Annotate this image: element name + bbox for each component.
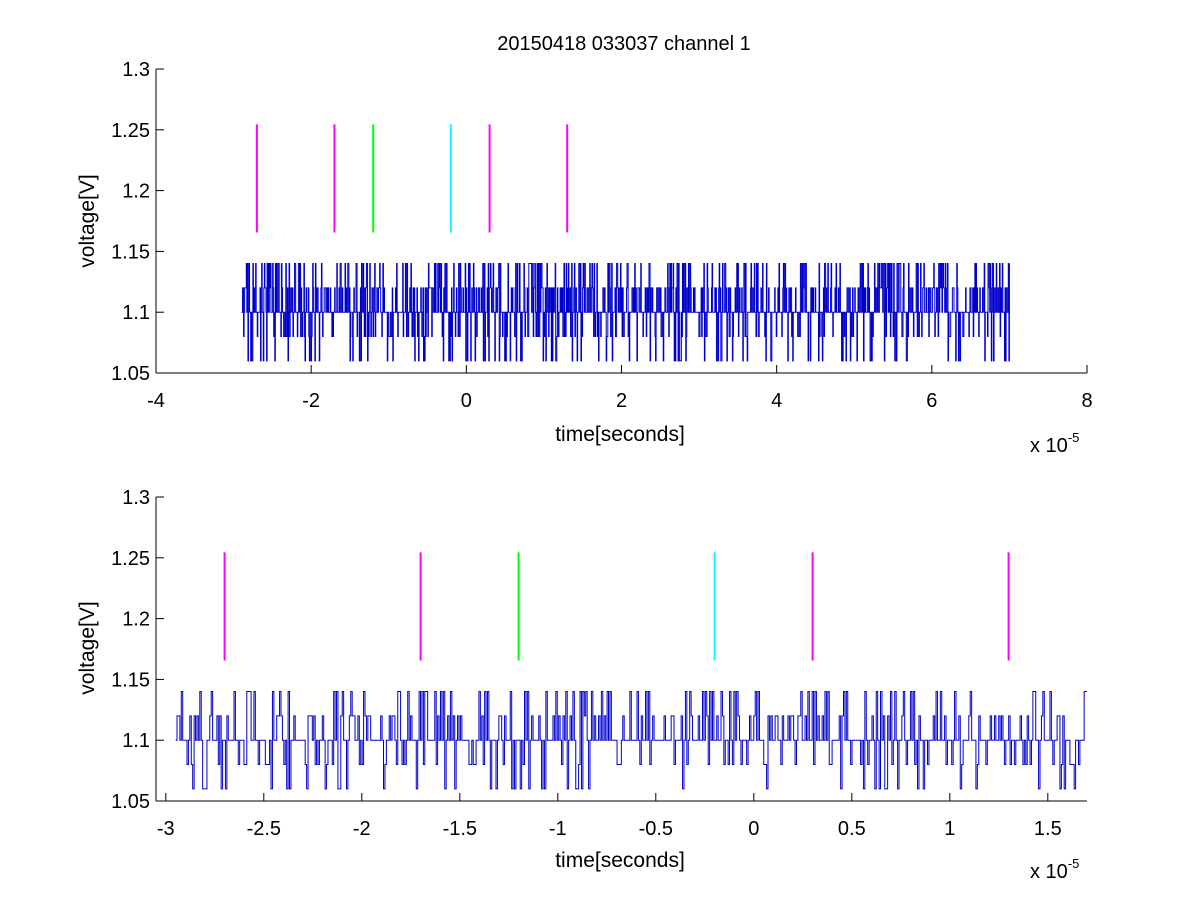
top-x-tick-label: 2 [616,390,627,412]
bottom-x-tick-label: 0.5 [838,818,866,840]
top-y-tick-label: 1.2 [122,181,150,203]
top-x-tick-label: 6 [926,390,937,412]
top-x-tick-label: 0 [461,390,472,412]
bottom-voltage-trace [175,691,1087,790]
bottom-event-markers [223,552,1010,661]
top-y-tick-label: 1.3 [122,59,150,81]
top-y-axis-label: voltage[V] [76,174,99,267]
top-y-tick-label: 1.15 [111,241,150,263]
bottom-x-axis-label: time[seconds] [555,849,685,872]
bottom-x-tick-label: -2 [353,818,371,840]
top-y-tick-label: 1.05 [111,363,150,385]
bottom-y-tick-label: 1.25 [111,548,150,570]
bottom-y-tick-label: 1.2 [122,609,150,631]
figure-title: 20150418 033037 channel 1 [497,33,751,55]
top-y-tick-label: 1.25 [111,120,150,142]
top-ticks: 1.05 1.1 1.15 1.2 1.25 1.3 -4 -2 0 2 4 6 8 [111,59,1093,412]
bottom-x-tick-label: 1.5 [1034,818,1062,840]
bottom-y-tick-label: 1.15 [111,669,150,691]
top-axes [155,69,1087,374]
top-x-multiplier: x 10-5 [1030,430,1079,457]
bottom-axes [155,497,1087,802]
bottom-x-tick-label: -0.5 [639,818,673,840]
top-voltage-trace [241,263,1010,362]
bottom-x-tick-label: -3 [157,818,175,840]
bottom-x-multiplier: x 10-5 [1030,856,1079,883]
bottom-y-axis-label: voltage[V] [76,601,99,694]
top-x-tick-label: -2 [302,390,320,412]
top-x-tick-label: 4 [771,390,782,412]
top-x-tick-label: 8 [1081,390,1092,412]
bottom-x-tick-label: -2.5 [247,818,281,840]
bottom-x-tick-label: -1.5 [443,818,477,840]
bottom-x-tick-label: -1 [549,818,567,840]
bottom-x-tick-label: 1 [944,818,955,840]
top-y-tick-label: 1.1 [122,302,150,324]
bottom-y-tick-label: 1.05 [111,791,150,813]
top-x-axis-label: time[seconds] [555,423,685,446]
bottom-ticks: 1.05 1.1 1.15 1.2 1.25 1.3 -3 -2.5 -2 -1.5 -1 -0.5 0… [111,487,1062,840]
bottom-y-tick-label: 1.3 [122,487,150,509]
bottom-x-tick-label: 0 [748,818,759,840]
top-subplot: 1.05 1.1 1.15 1.2 1.25 1.3 -4 -2 0 2 4 6 8 time[seco… [76,59,1093,457]
top-event-markers [255,124,569,233]
top-x-tick-label: -4 [147,390,165,412]
bottom-subplot: 1.05 1.1 1.15 1.2 1.25 1.3 -3 -2.5 -2 -1.5 -1 -0.5 0… [76,487,1087,883]
bottom-y-tick-label: 1.1 [122,730,150,752]
